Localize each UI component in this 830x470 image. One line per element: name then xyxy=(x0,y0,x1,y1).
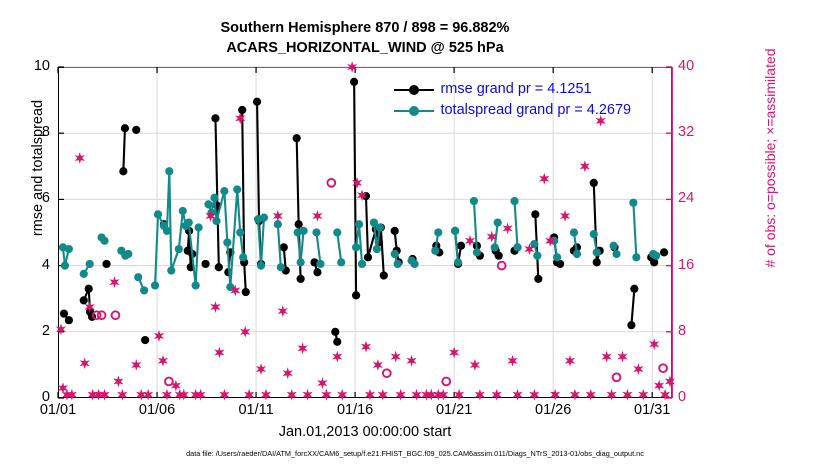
y-axis-label-left: rmse and totalspread xyxy=(30,99,46,237)
legend: rmse grand pr = 4.1251 totalspread grand… xyxy=(392,79,660,123)
y-tick-label-left: 2 xyxy=(41,322,50,339)
chart-title: Southern Hemisphere 870 / 898 = 96.882% … xyxy=(0,18,730,58)
legend-marker-rmse xyxy=(392,79,436,100)
legend-marker-totalspread xyxy=(392,100,436,121)
x-tick-label: 01/06 xyxy=(138,402,176,418)
chart-title-line-2: ACARS_HORIZONTAL_WIND @ 525 hPa xyxy=(226,40,504,56)
legend-label-rmse: rmse grand pr = 4.1251 xyxy=(440,81,592,97)
legend-label-totalspread: totalspread grand pr = 4.2679 xyxy=(440,102,632,118)
x-tick-label: 01/11 xyxy=(238,402,274,418)
y-tick-label-right: 0 xyxy=(678,389,687,405)
x-tick-label: 01/01 xyxy=(39,402,77,418)
y-tick-label-right: 16 xyxy=(678,256,695,273)
legend-item-rmse: rmse grand pr = 4.1251 xyxy=(392,79,660,100)
y-tick-label-right: 32 xyxy=(678,124,695,141)
y-tick-label-left: 0 xyxy=(41,389,50,405)
y-tick-label-left: 10 xyxy=(33,58,50,74)
y-tick-label-right: 24 xyxy=(678,190,695,207)
x-tick-label: 01/21 xyxy=(435,402,473,418)
x-axis-label: Jan.01,2013 00:00:00 start xyxy=(278,424,452,440)
legend-item-totalspread: totalspread grand pr = 4.2679 xyxy=(392,100,660,121)
y-tick-label-left: 6 xyxy=(41,190,50,207)
chart-title-line-1: Southern Hemisphere 870 / 898 = 96.882% xyxy=(220,20,510,36)
y-tick-label-right: 8 xyxy=(678,322,687,339)
y-tick-label-left: 4 xyxy=(41,256,50,273)
x-tick-label: 01/31 xyxy=(634,402,671,418)
y-tick-label-right: 40 xyxy=(678,58,695,74)
x-tick-label: 01/16 xyxy=(336,402,374,418)
y-tick-label-left: 8 xyxy=(41,124,50,141)
y-axis-label-right: # of obs: o=possible; ×=assimilated xyxy=(762,48,778,268)
data-file-footer: data file: /Users/raeder/DAI/ATM_forcXX/… xyxy=(186,449,644,458)
x-tick-label: 01/26 xyxy=(535,402,572,418)
